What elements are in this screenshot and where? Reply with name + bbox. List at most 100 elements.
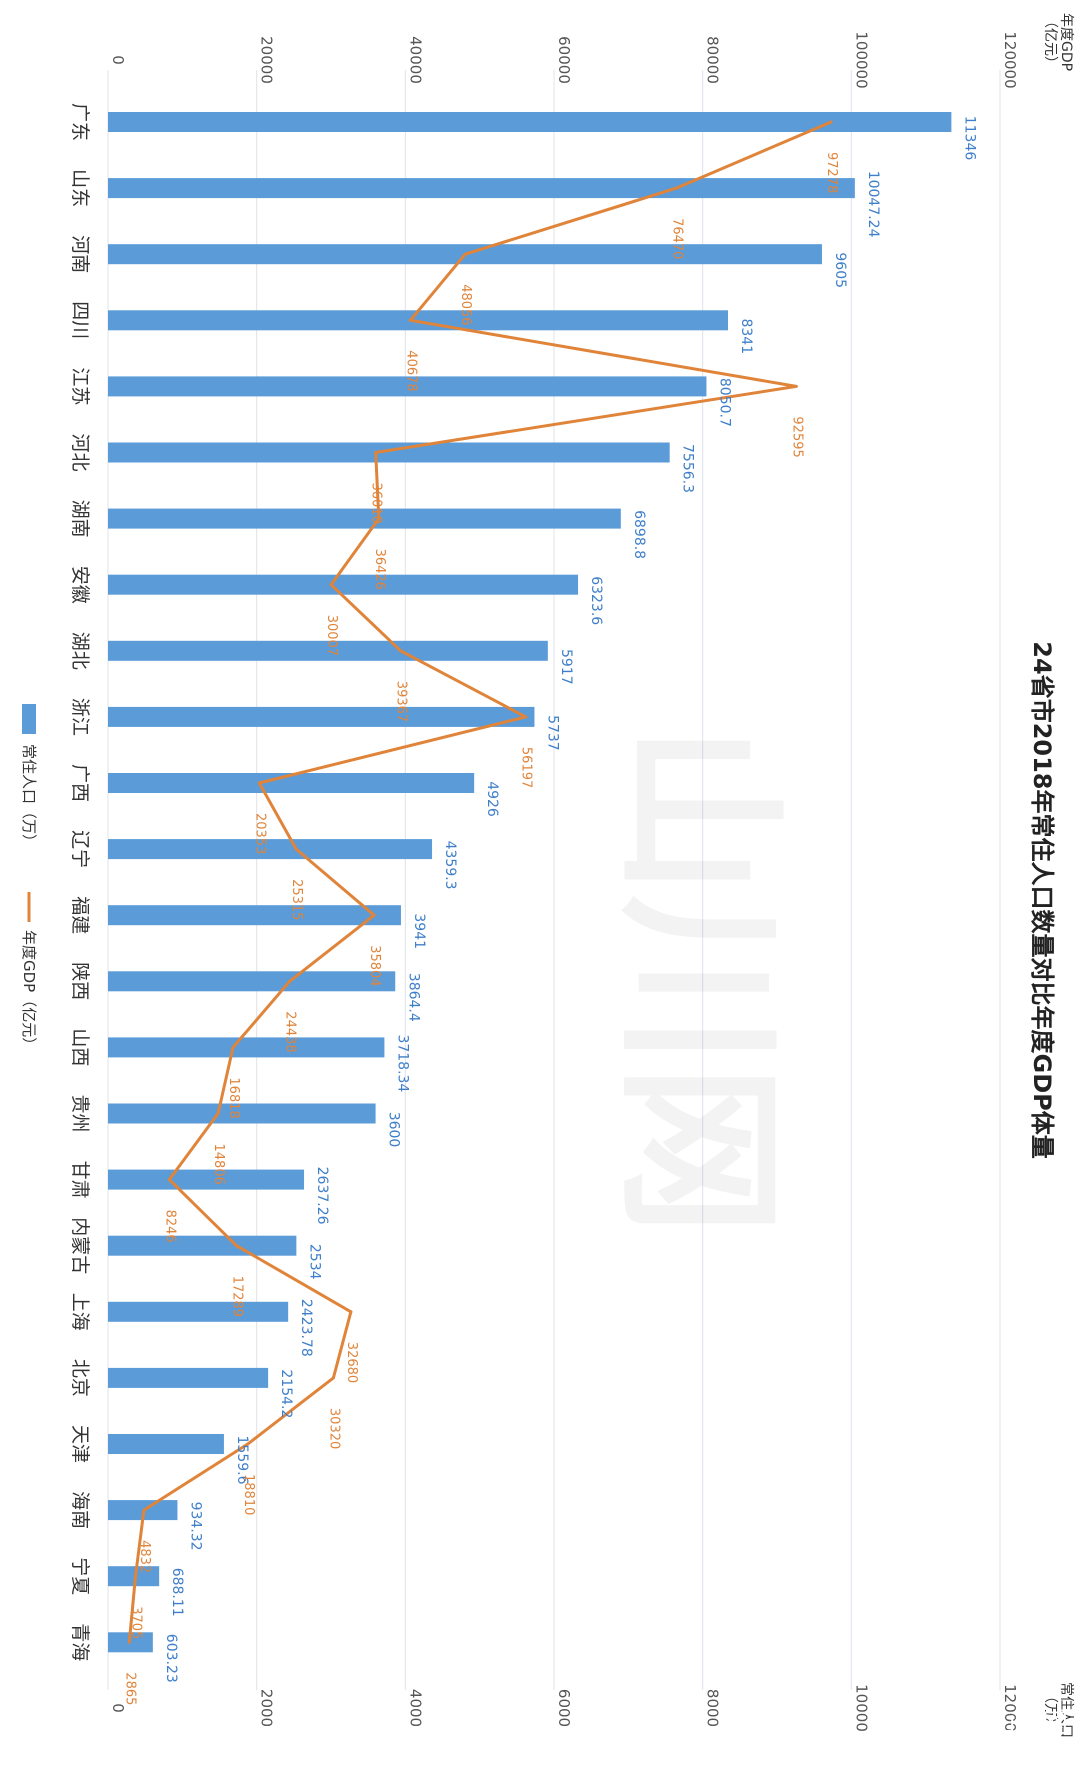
- gdp-data-label: 36010: [369, 483, 384, 524]
- gdp-data-label: 35804: [367, 945, 382, 986]
- population-bar: [108, 442, 670, 463]
- gdp-data-label: 92595: [789, 416, 804, 457]
- credit-watermark: 知乎 @山川网: [904, 1709, 1068, 1739]
- gdp-point: [294, 847, 298, 851]
- gdp-point: [829, 120, 833, 124]
- gdp-point: [674, 186, 678, 190]
- population-bar: [108, 773, 475, 793]
- population-axis-tick-label: 8000: [704, 1689, 722, 1727]
- population-data-label: 7556.3: [680, 444, 696, 493]
- category-label: 四川: [69, 301, 91, 339]
- gdp-point: [216, 1112, 220, 1115]
- category-label: 北京: [69, 1359, 91, 1397]
- population-data-label: 4359.3: [442, 841, 458, 890]
- watermark: 山川网: [599, 725, 797, 1235]
- gdp-point: [349, 1310, 353, 1314]
- population-bar: [108, 574, 579, 595]
- gdp-point: [408, 318, 412, 322]
- category-label: 天津: [69, 1425, 91, 1463]
- gdp-data-label: 36426: [372, 549, 387, 590]
- gdp-data-label: 48056: [458, 284, 473, 325]
- population-data-label: 5917: [558, 649, 574, 685]
- population-data-label: 2637.26: [314, 1167, 330, 1225]
- population-data-label: 2534: [306, 1244, 322, 1280]
- population-bar: [108, 640, 548, 661]
- population-data-label: 3600: [386, 1112, 402, 1148]
- gdp-axis-tick-label: 40000: [406, 36, 424, 84]
- population-data-label: 8341: [738, 318, 754, 354]
- gdp-point: [372, 913, 376, 917]
- gdp-data-label: 8246: [162, 1210, 177, 1243]
- gdp-axis-tick-label: 0: [109, 55, 127, 65]
- gdp-point: [257, 781, 261, 785]
- population-data-label: 6898.8: [631, 510, 647, 559]
- population-axis-tick-label: 0: [109, 1703, 127, 1713]
- gdp-point: [246, 1442, 250, 1446]
- gdp-data-label: 97278: [824, 152, 839, 193]
- population-axis-tick-label: 12000: [1001, 1684, 1019, 1732]
- population-data-label: 3941: [411, 913, 427, 949]
- legend: 常住人口（万） 年度GDP（亿元）: [20, 704, 38, 1052]
- category-label: 山东: [69, 169, 91, 207]
- gdp-axis-label: 年度GDP: [1058, 13, 1074, 71]
- gdp-line: [127, 120, 833, 1644]
- gdp-point: [127, 1640, 131, 1644]
- category-label: 河北: [69, 433, 91, 471]
- gdp-point: [463, 252, 467, 256]
- gdp-point: [794, 384, 798, 388]
- population-axis-label: 常住人口: [1058, 1682, 1074, 1738]
- category-label: 贵州: [69, 1094, 91, 1132]
- category-label: 内蒙古: [69, 1217, 91, 1274]
- population-bar: [108, 971, 396, 992]
- gdp-point: [524, 715, 528, 719]
- gdp-point: [399, 649, 403, 653]
- gdp-axis-tick-label: 80000: [704, 36, 722, 84]
- population-data-label: 3864.4: [405, 973, 421, 1022]
- population-bar: [108, 1169, 305, 1190]
- gdp-point: [142, 1508, 146, 1512]
- population-axis-label: （万）: [1042, 1689, 1058, 1731]
- population-data-label: 5737: [544, 715, 560, 751]
- gdp-data-label: 40678: [403, 350, 418, 391]
- population-data-label: 9605: [832, 252, 848, 288]
- category-label: 海南: [69, 1491, 91, 1529]
- gdp-data-label: 32680: [344, 1342, 359, 1383]
- gdp-point: [329, 583, 333, 587]
- population-bar: [108, 1566, 160, 1587]
- population-bar: [108, 706, 535, 727]
- gdp-axis-label: （亿元）: [1042, 14, 1058, 70]
- category-label: 江苏: [69, 367, 91, 405]
- category-label: 福建: [69, 896, 91, 934]
- gridlines: [107, 70, 1001, 1690]
- population-bar: [108, 112, 952, 132]
- population-data-label: 934.32: [187, 1502, 203, 1551]
- population-data-label: 8050.7: [716, 378, 732, 427]
- category-label: 广东: [69, 103, 91, 141]
- gdp-data-label: 24438: [283, 1011, 298, 1052]
- population-bar: [108, 905, 401, 926]
- axes: 0 20000 40000 60000 80000 100000 120000 0 2000 40…: [109, 13, 1074, 1738]
- population-data-label: 4926: [484, 781, 500, 817]
- gdp-data-label: 76470: [669, 218, 684, 259]
- gdp-data-label: 30007: [324, 615, 339, 656]
- gdp-data-label: 2865: [122, 1672, 137, 1705]
- category-label: 青海: [69, 1623, 91, 1661]
- gdp-data-label: 3705: [129, 1606, 144, 1639]
- gdp-axis-tick-label: 100000: [852, 31, 870, 88]
- gdp-data-label: 14806: [211, 1144, 226, 1185]
- data-labels: 11346 10047.24 9605 8341 8050.7 7556.3 6898.8 6…: [122, 116, 977, 1706]
- category-label: 浙江: [69, 698, 91, 736]
- category-label: 湖北: [69, 632, 91, 670]
- gdp-data-label: 25315: [289, 879, 304, 920]
- population-data-label: 6323.6: [588, 576, 604, 625]
- gdp-point: [377, 517, 381, 521]
- legend-label-population: 常住人口（万）: [20, 744, 38, 849]
- gdp-point: [331, 1376, 335, 1380]
- population-bar: [108, 1367, 269, 1388]
- category-label: 上海: [69, 1293, 91, 1331]
- population-data-label: 2423.78: [298, 1299, 314, 1357]
- gdp-data-label: 4832: [137, 1540, 152, 1573]
- gdp-line-path: [127, 120, 832, 1643]
- category-labels: 广东山东河南四川江苏河北湖南安徽湖北浙江广西辽宁福建陕西山西贵州甘肃内蒙古上海北…: [69, 103, 91, 1661]
- population-axis-tick-label: 4000: [406, 1689, 424, 1727]
